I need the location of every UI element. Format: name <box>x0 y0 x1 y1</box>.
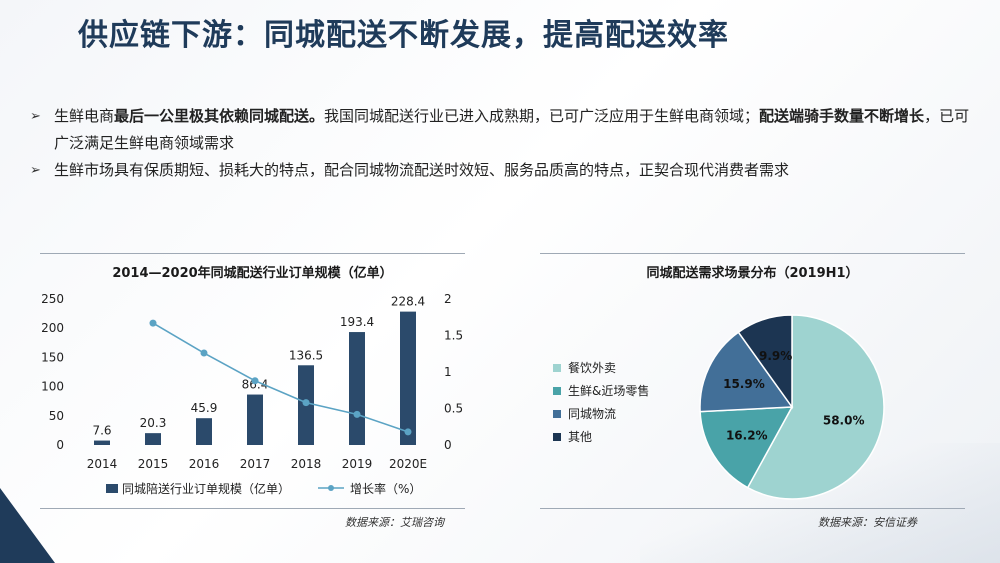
bar-value-label: 228.4 <box>391 295 425 309</box>
bar <box>400 311 416 445</box>
y-axis-tick-label: 250 <box>41 292 64 306</box>
pie-slice-label: 15.9% <box>723 377 765 391</box>
y-axis-tick-label: 100 <box>41 380 64 394</box>
y-axis-tick-label: 0 <box>56 438 64 452</box>
legend-swatch <box>553 363 561 372</box>
pie-slice <box>746 314 885 500</box>
pie-legend: 餐饮外卖生鲜&近场零售 同城物流其他 <box>553 356 649 448</box>
pie-slice <box>699 331 794 413</box>
bar <box>145 433 161 445</box>
bar-value-label: 45.9 <box>191 401 218 415</box>
pie-slice-label: 16.2% <box>726 428 768 442</box>
bar <box>247 394 263 445</box>
x-axis-tick-label: 2018 <box>291 457 322 471</box>
x-axis-tick-label: 2015 <box>138 457 169 471</box>
corner-decoration <box>0 488 55 563</box>
bar-chart-title: 2014—2020年同城配送行业订单规模（亿单） <box>112 266 393 281</box>
pie-chart: 58.0% 16.2% 15.9% 9.9% <box>699 314 885 500</box>
pie-chart-title: 同城配送需求场景分布（2019H1） <box>646 266 859 281</box>
arrow-bullet-icon: ➢ <box>30 163 41 178</box>
x-axis-tick-label: 2017 <box>240 457 271 471</box>
pie-chart-source: 数据来源：安信证券 <box>818 516 917 529</box>
legend-swatch <box>553 386 561 395</box>
bar <box>349 332 365 445</box>
x-axis-tick-label: 2016 <box>189 457 220 471</box>
legend-item: 同城物流 <box>553 402 649 425</box>
legend-line-marker <box>328 485 334 491</box>
legend-label: 餐饮外卖 <box>568 361 617 375</box>
bullet-text: 生鲜电商最后一公里极其依赖同城配送。我国同城配送行业已进入成熟期，已可广泛应用于… <box>54 107 970 152</box>
legend-bar-swatch <box>106 484 118 493</box>
y2-axis-tick-label: 0 <box>444 438 452 452</box>
growth-rate-point <box>353 410 361 418</box>
pie-slice <box>737 314 793 410</box>
x-axis-tick-label: 2020E <box>389 457 427 471</box>
y2-axis-tick-label: 1.5 <box>444 329 463 343</box>
growth-rate-point <box>251 377 259 385</box>
growth-rate-point <box>200 349 208 357</box>
x-axis-tick-label: 2014 <box>87 457 118 471</box>
bar-chart: 0 50 100 150 200 250 0 0.5 1 1.5 2 7.6 20.3 45.9 86.4 1… <box>41 292 463 496</box>
y-axis-tick-label: 200 <box>41 321 64 335</box>
chart-top-divider <box>40 253 465 254</box>
growth-rate-point <box>302 399 310 407</box>
bar-value-label: 20.3 <box>140 416 167 430</box>
pie-slice-label: 58.0% <box>823 413 865 427</box>
bullet-item: ➢ 生鲜市场具有保质期短、损耗大的特点，配合同城物流配送时效短、服务品质高的特点… <box>30 157 975 184</box>
growth-rate-point <box>404 428 412 436</box>
bullet-list: ➢ 生鲜电商最后一公里极其依赖同城配送。我国同城配送行业已进入成熟期，已可广泛应… <box>30 103 975 184</box>
pie-slice <box>699 406 794 489</box>
legend-item: 餐饮外卖 <box>553 356 649 379</box>
growth-rate-line <box>152 322 409 433</box>
bullet-item: ➢ 生鲜电商最后一公里极其依赖同城配送。我国同城配送行业已进入成熟期，已可广泛应… <box>30 103 975 157</box>
bar <box>94 440 110 445</box>
bar-value-label: 136.5 <box>289 348 323 362</box>
chart-top-divider <box>540 253 965 254</box>
bar-value-label: 86.4 <box>242 378 269 392</box>
legend-bar-label: 同城陪送行业订单规模（亿单） <box>122 481 290 496</box>
pie-slice-label: 9.9% <box>759 349 792 363</box>
y-axis-tick-label: 150 <box>41 350 64 364</box>
legend-item: 生鲜&近场零售 <box>553 379 649 402</box>
chart-bottom-divider <box>40 508 465 509</box>
bullet-text: 生鲜市场具有保质期短、损耗大的特点，配合同城物流配送时效短、服务品质高的特点，正… <box>54 161 790 179</box>
legend-label: 其他 <box>568 430 593 444</box>
bar-value-label: 193.4 <box>340 315 374 329</box>
y2-axis-tick-label: 0.5 <box>444 402 463 416</box>
slide-title: 供应链下游：同城配送不断发展，提高配送效率 <box>78 18 729 53</box>
bar-value-label: 7.6 <box>92 424 111 438</box>
legend-line-label: 增长率（%） <box>350 481 421 496</box>
legend-item: 其他 <box>553 425 649 448</box>
bar <box>196 418 212 445</box>
legend-swatch <box>553 432 561 441</box>
y2-axis-tick-label: 2 <box>444 292 452 306</box>
legend-swatch <box>553 409 561 418</box>
y-axis-tick-label: 50 <box>49 409 64 423</box>
chart-bottom-divider <box>540 508 965 509</box>
y2-axis-tick-label: 1 <box>444 365 452 379</box>
x-axis-tick-label: 2019 <box>342 457 373 471</box>
legend-label: 同城物流 <box>568 407 617 421</box>
bar-chart-source: 数据来源：艾瑞咨询 <box>345 516 444 529</box>
arrow-bullet-icon: ➢ <box>30 109 41 124</box>
growth-rate-point <box>149 319 157 327</box>
legend-label: 生鲜&近场零售 <box>568 384 650 398</box>
